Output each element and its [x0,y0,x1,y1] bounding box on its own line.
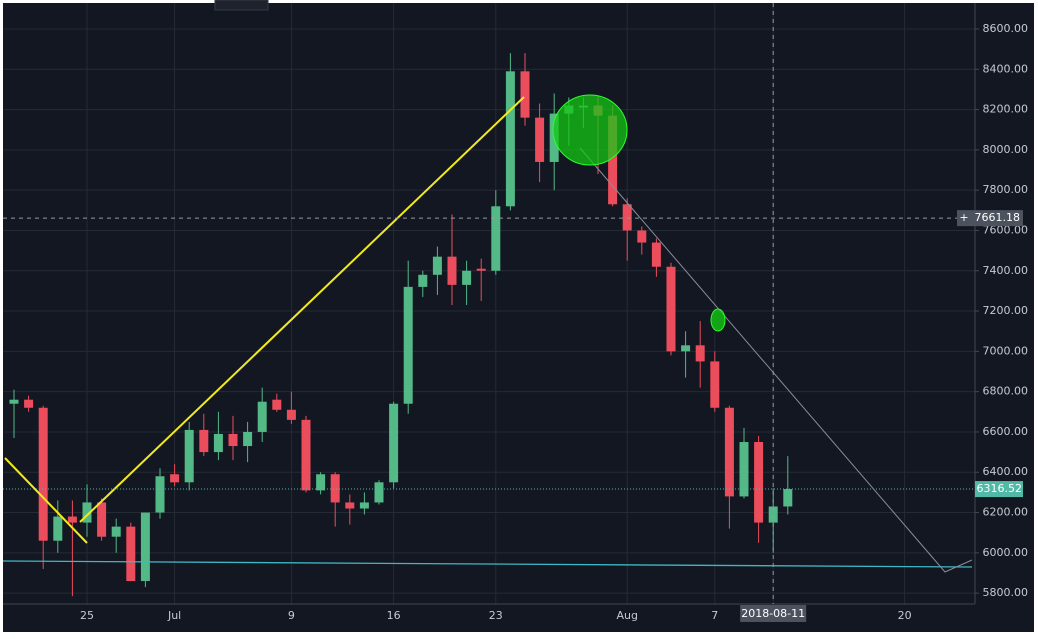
candle-body [710,361,720,408]
candle-body [272,399,282,410]
candle-body [418,274,428,287]
candle-body [345,502,355,509]
candle-body [651,242,661,267]
chart-background [3,3,1034,632]
candle-body [724,407,734,497]
candle-body [82,502,92,523]
candle-body [257,401,267,432]
candle-body [681,345,691,352]
y-tick-label: 6400.00 [983,465,1029,478]
candle-body [739,442,749,497]
x-tick-label: Jul [167,609,181,622]
y-tick-label: 7200.00 [983,304,1029,317]
y-tick-label: 6800.00 [983,385,1029,398]
candle-body [316,474,326,491]
y-tick-label: 8200.00 [983,103,1029,116]
candle-body [403,286,413,404]
y-tick-label: 6000.00 [983,546,1029,559]
candle-body [754,442,764,523]
green-marker [710,308,726,332]
y-tick-label: 6600.00 [983,425,1029,438]
x-tick-label: 7 [711,609,718,622]
y-tick-label: 8600.00 [983,22,1029,35]
candle-body [155,476,165,513]
candle-body [535,117,545,162]
y-tick-label: 5800.00 [983,586,1029,599]
candle-body [447,256,457,285]
candle-body [67,516,77,523]
x-tick-label: 9 [288,609,295,622]
trend-line [579,147,973,573]
x-tick-label: 20 [898,609,912,622]
crosshair-price-label: 7661.18 [975,211,1021,224]
y-tick-label: 8000.00 [983,143,1029,156]
candle-body [768,506,778,523]
candle-body [243,431,253,447]
price-axis [975,3,1034,632]
yellow-line [79,96,525,523]
candle-body [38,407,48,541]
candle-body [462,270,472,285]
candle-body [637,230,647,243]
candle-body [359,502,369,509]
candle-body [140,512,150,582]
candle-body [126,526,136,582]
last-price-box [975,481,1023,498]
crosshair-plus: + [959,211,968,224]
candle-body [666,266,676,352]
x-tick-label: 25 [80,609,94,622]
candle-body [374,482,384,503]
candle-body [97,502,107,537]
labels: 5800.00 6000.00 6200.00 6400.00 6600.00 6800.… [3,3,1028,622]
crosshair-price-box [957,210,1023,227]
candle-body [520,71,530,118]
candle-body [9,399,19,404]
x-tick-label: 23 [489,609,503,622]
candle-body [213,433,223,453]
drawings [2,0,973,573]
candle-body [330,474,340,503]
candle-body [286,409,296,420]
y-tick-label: 6200.00 [983,506,1029,519]
yellow-line [4,457,88,544]
candle-body [301,419,311,491]
horizontal-trend-line [2,560,973,568]
x-tick-label: 16 [387,609,401,622]
candle-body [199,429,209,453]
x-tick-label: Aug [616,609,637,622]
candle-body [111,526,121,537]
green-circle [552,94,628,166]
y-tick-label: 7800.00 [983,183,1029,196]
candle-body [228,433,238,447]
y-tick-label: 8400.00 [983,62,1029,75]
candle-body [53,516,63,541]
candle-body [695,345,705,362]
y-tick-label: 7600.00 [983,223,1029,236]
candle-body [505,71,515,207]
candle-body [476,268,486,271]
toolbar-tab [214,0,269,11]
y-tick-label: 7000.00 [983,344,1029,357]
crosshair-date-label: 2018-08-11 [741,607,805,620]
candle-body [783,489,793,507]
candle-body [170,474,180,483]
candle-body [24,399,34,408]
candle-body [491,206,501,271]
candle-body [184,429,194,483]
candle-body [432,256,442,275]
y-tick-label: 7400.00 [983,264,1029,277]
last-price-label: 6316.52 [977,482,1023,495]
candle-body [389,403,399,483]
crosshair-date-box [740,605,807,622]
candle-body [608,115,618,205]
candle-body [622,204,632,231]
